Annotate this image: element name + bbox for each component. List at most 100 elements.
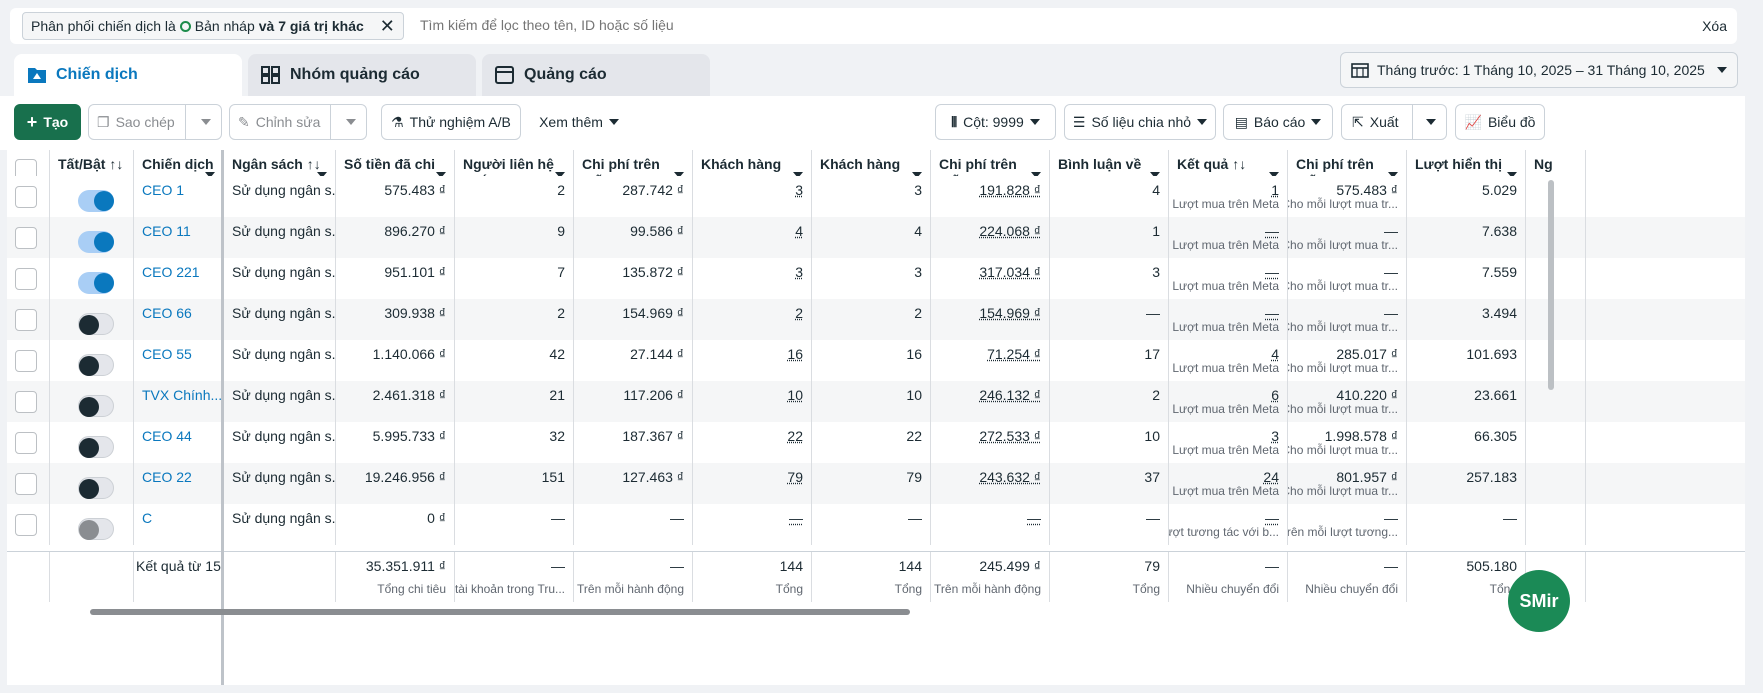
cell-cut (1526, 422, 1586, 463)
totals-value: — (551, 558, 565, 574)
filter-chip[interactable]: Phân phối chiến dịch là Bản nháp và 7 gi… (22, 12, 404, 40)
column-header-label: Kết quả (1177, 156, 1229, 172)
cell-value: — (1384, 305, 1398, 321)
column-menu-chevron-icon[interactable] (317, 172, 327, 178)
delivery-toggle[interactable] (78, 272, 114, 294)
chat-widget-button[interactable]: SMir (1508, 570, 1570, 632)
sort-arrows-icon[interactable]: ↑↓ (105, 156, 124, 172)
delivery-toggle[interactable] (78, 518, 114, 540)
reports-button[interactable]: ▤ Báo cáo (1223, 104, 1333, 140)
totals-sub-label: Trên mỗi hành động (934, 582, 1041, 596)
columns-button[interactable]: ⫴ Cột: 9999 (935, 104, 1056, 140)
filter-search-input[interactable] (420, 17, 1120, 33)
sort-arrows-icon[interactable]: ↑↓ (1228, 156, 1247, 172)
cell-value: 2 (1152, 387, 1160, 403)
column-menu-chevron-icon[interactable] (436, 172, 446, 178)
column-menu-chevron-icon[interactable] (1507, 172, 1517, 178)
row-checkbox[interactable] (15, 227, 37, 249)
see-more-button[interactable]: Xem thêm (530, 104, 628, 140)
horizontal-scrollbar[interactable] (90, 609, 910, 615)
row-checkbox[interactable] (15, 309, 37, 331)
frozen-column-divider[interactable] (221, 150, 224, 685)
tab-campaigns[interactable]: Chiến dịch (14, 54, 242, 96)
column-menu-chevron-icon[interactable] (1269, 172, 1279, 178)
tab-ads[interactable]: Quảng cáo (482, 54, 710, 96)
delivery-toggle[interactable] (78, 190, 114, 212)
delivery-toggle[interactable] (78, 395, 114, 417)
cell-value: Sử dụng ngân s... (232, 469, 336, 485)
cell-leads2: 10 (812, 381, 931, 422)
cell-budget: Sử dụng ngân s... (224, 340, 336, 381)
row-checkbox[interactable] (15, 186, 37, 208)
duplicate-button[interactable]: ❐ Sao chép (88, 104, 222, 140)
date-range-picker[interactable]: Tháng trước: 1 Tháng 10, 2025 – 31 Tháng… (1340, 52, 1738, 88)
row-checkbox[interactable] (15, 391, 37, 413)
cell-leads2: 79 (812, 463, 931, 504)
column-menu-chevron-icon[interactable] (555, 172, 565, 178)
campaign-name-link[interactable]: CEO 66 (142, 305, 192, 321)
column-menu-chevron-icon[interactable] (205, 172, 215, 178)
cell-sub-label: Cho mỗi lượt mua tr... (1288, 197, 1398, 211)
row-checkbox[interactable] (15, 432, 37, 454)
campaign-name-link[interactable]: C (142, 510, 153, 526)
cell-value: 801.957 ₫ (1336, 469, 1398, 485)
ab-test-button[interactable]: ⚗ Thử nghiệm A/B (381, 104, 521, 140)
cell-results: — Lượt mua trên Meta (1169, 217, 1288, 258)
cell-results: 24 Lượt mua trên Meta (1169, 463, 1288, 504)
totals-sub-label: Tổng (894, 582, 922, 596)
row-checkbox[interactable] (15, 268, 37, 290)
charts-button[interactable]: 📈 Biểu đồ (1455, 104, 1545, 140)
campaign-name-link[interactable]: CEO 22 (142, 469, 192, 485)
cell-leads2: — (812, 504, 931, 545)
campaign-name-link[interactable]: CEO 1 (142, 182, 185, 198)
create-button[interactable]: + Tạo (14, 104, 81, 140)
column-menu-chevron-icon[interactable] (1388, 172, 1398, 178)
row-checkbox[interactable] (15, 473, 37, 495)
delivery-toggle[interactable] (78, 477, 114, 499)
campaign-name-link[interactable]: TVX Chính... (142, 387, 223, 403)
cell-cut (1526, 463, 1586, 504)
remove-filter-close-icon[interactable]: ✕ (379, 15, 395, 36)
column-menu-chevron-icon[interactable] (1150, 172, 1160, 178)
export-dropdown-icon (1426, 119, 1436, 125)
delivery-toggle[interactable] (78, 313, 114, 335)
sort-arrows-icon[interactable]: ↑↓ (302, 156, 321, 172)
column-menu-chevron-icon[interactable] (1031, 172, 1041, 178)
campaign-name-link[interactable]: CEO 221 (142, 264, 200, 280)
cell-contacts: 2 (455, 176, 574, 217)
campaign-name-link[interactable]: CEO 55 (142, 346, 192, 362)
clear-filters-button[interactable]: Xóa (1702, 18, 1727, 34)
edit-button[interactable]: ✎ Chỉnh sửa (229, 104, 367, 140)
cell-cb (7, 422, 50, 463)
export-button[interactable]: ⇱ Xuất (1341, 104, 1447, 140)
campaign-name-link[interactable]: CEO 11 (142, 223, 191, 239)
column-menu-chevron-icon[interactable] (793, 172, 803, 178)
column-menu-chevron-icon[interactable] (912, 172, 922, 178)
campaign-name-link[interactable]: CEO 44 (142, 428, 192, 444)
toggle-knob (79, 356, 99, 376)
cell-results: — Lượt mua trên Meta (1169, 258, 1288, 299)
cell-cost_lead: 246.132 ₫ (931, 381, 1050, 422)
breakdown-button[interactable]: ☰ Số liệu chia nhỏ (1064, 104, 1216, 140)
cell-comments: 3 (1050, 258, 1169, 299)
cell-cost_result: — Cho mỗi lượt mua tr... (1288, 258, 1407, 299)
table-row: CEO 221 Sử dụng ngân s... 951.101 ₫ 7 135.87… (7, 258, 1745, 299)
cell-budget: Sử dụng ngân s... (224, 258, 336, 299)
cell-cut (1526, 340, 1586, 381)
delivery-toggle[interactable] (78, 231, 114, 253)
column-menu-chevron-icon[interactable] (674, 172, 684, 178)
delivery-toggle[interactable] (78, 354, 114, 376)
tab-ad-sets[interactable]: Nhóm quảng cáo (248, 54, 476, 96)
plus-icon: + (26, 111, 38, 132)
cell-comments: 10 (1050, 422, 1169, 463)
vertical-scrollbar[interactable] (1548, 180, 1554, 390)
row-checkbox[interactable] (15, 350, 37, 372)
totals-value: — (670, 558, 684, 574)
row-checkbox[interactable] (15, 514, 37, 536)
cell-value: 5.029 (1481, 182, 1517, 198)
cell-cb (7, 176, 50, 217)
delivery-toggle[interactable] (78, 436, 114, 458)
cell-value: 42 (549, 346, 565, 362)
cell-value: — (1384, 264, 1398, 280)
cell-spent: 951.101 ₫ (336, 258, 455, 299)
